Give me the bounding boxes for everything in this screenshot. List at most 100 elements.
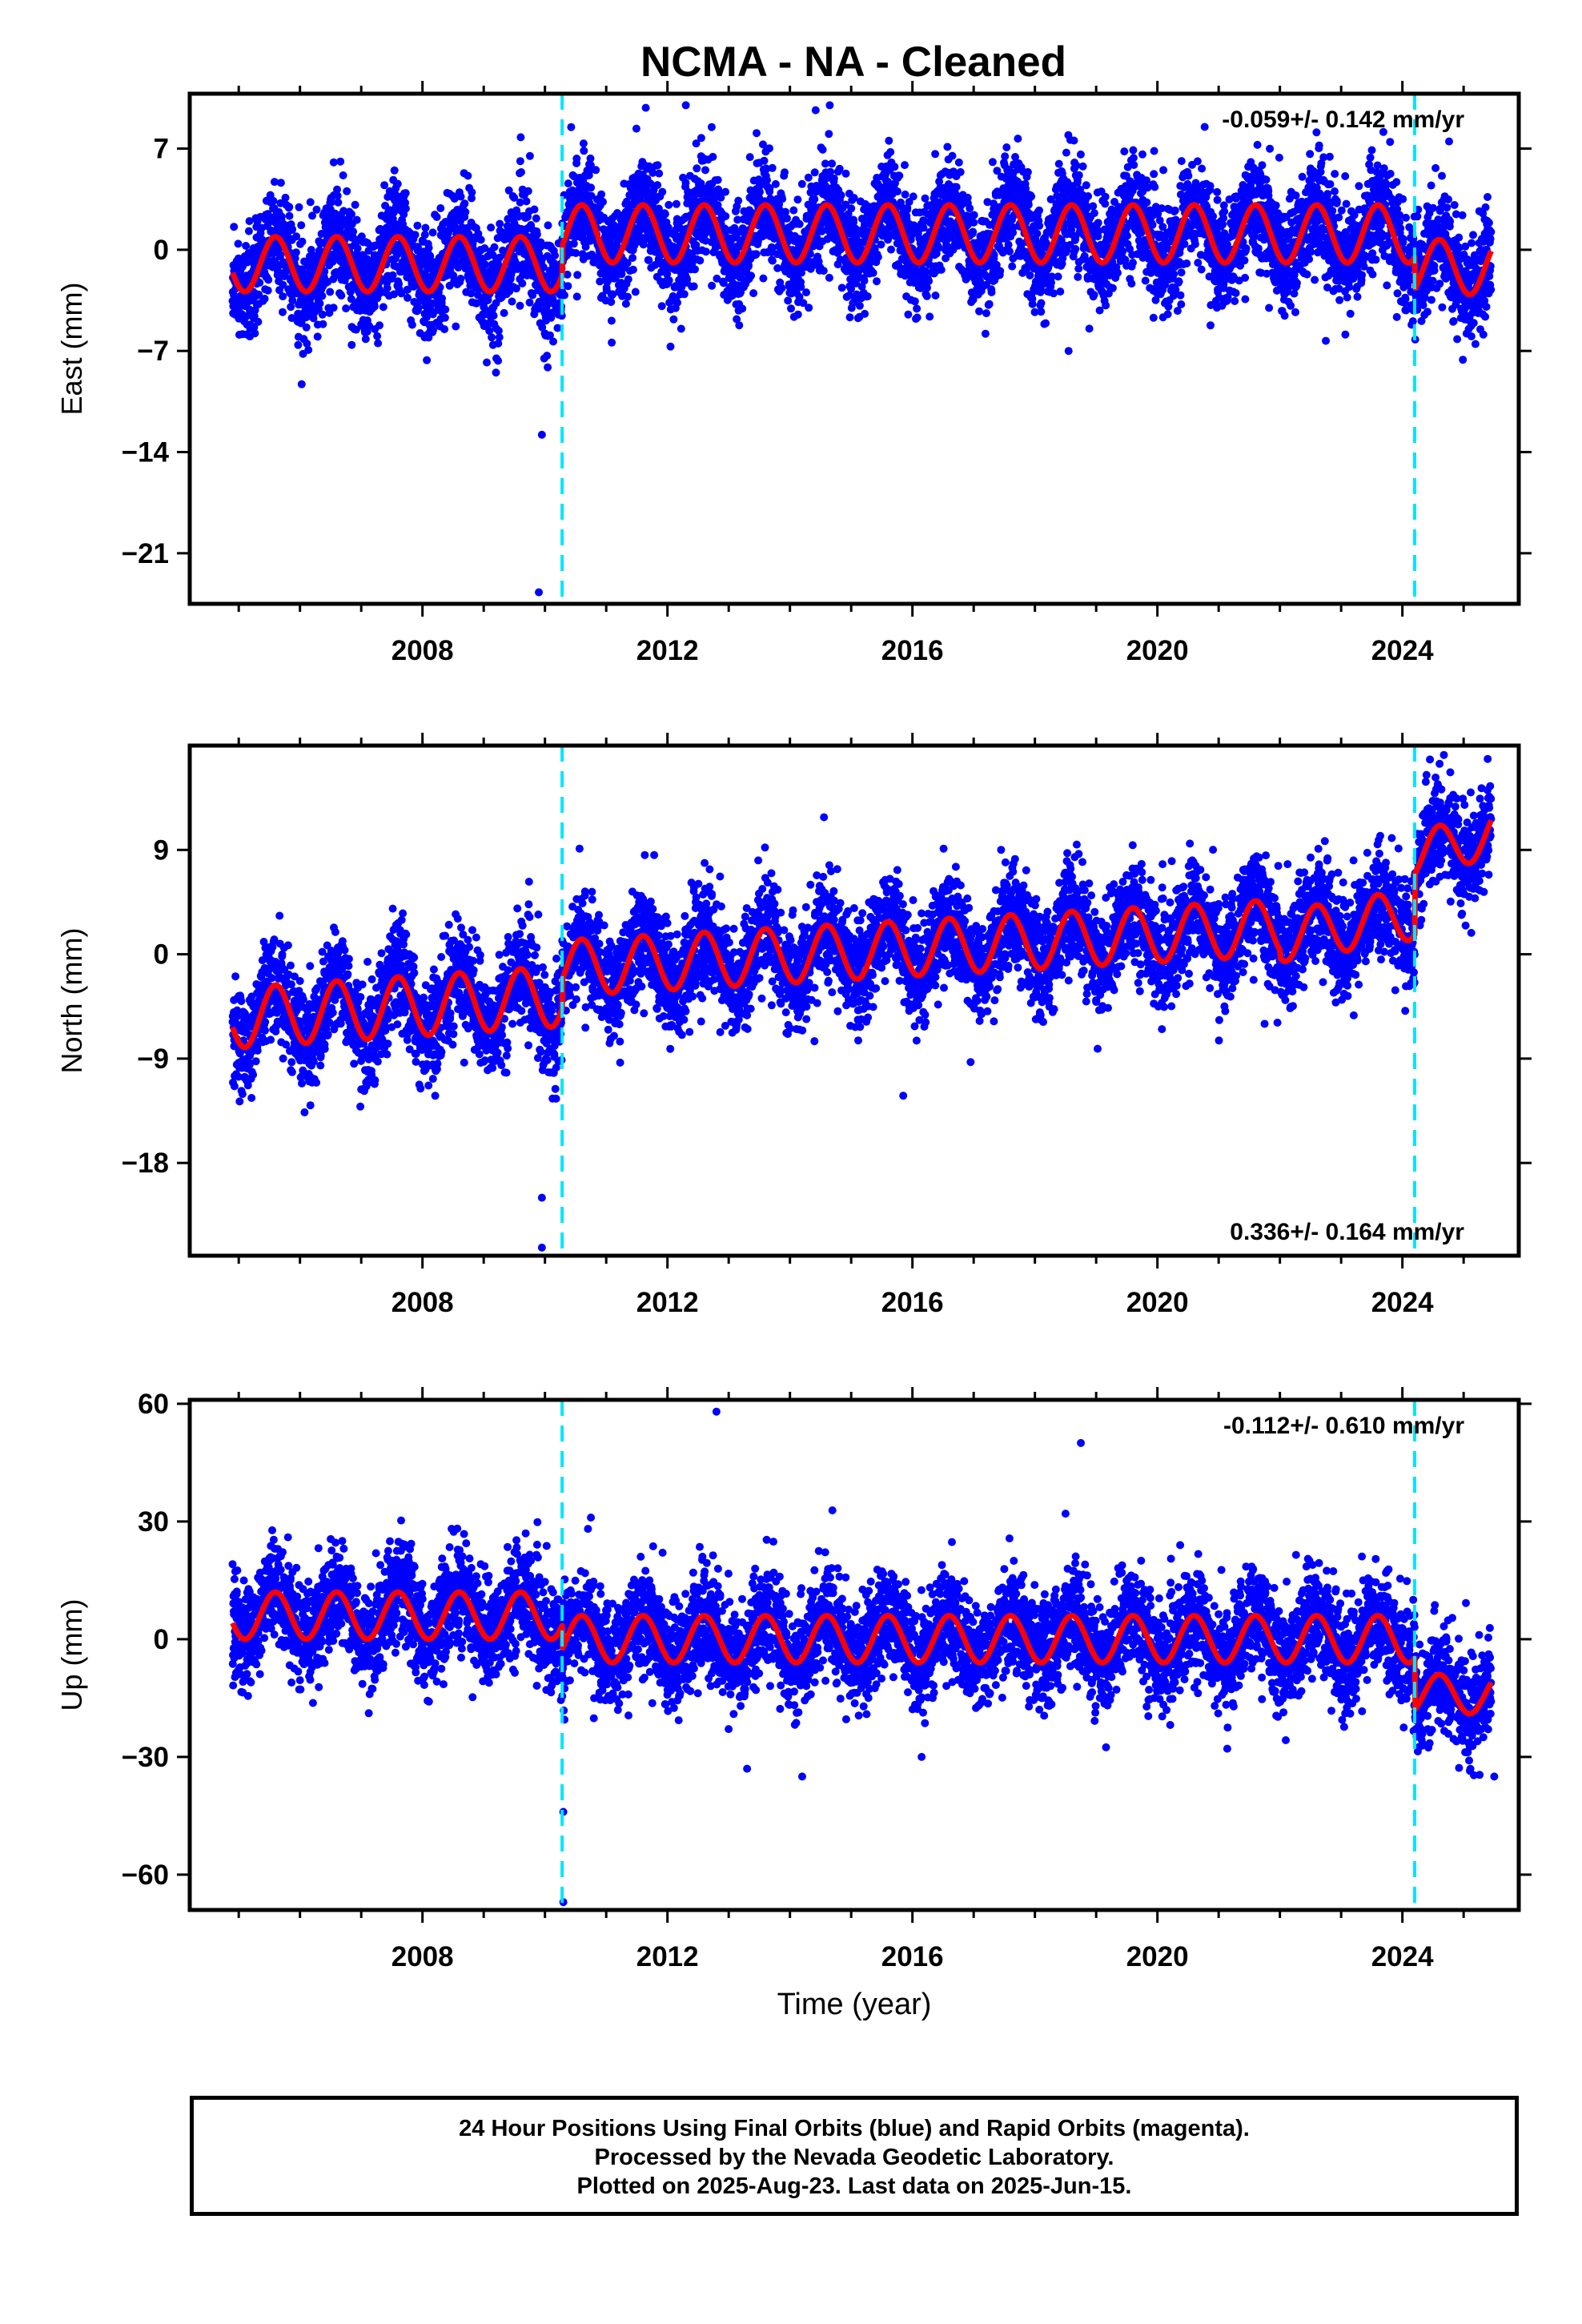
east-scatter-points [228,101,1496,597]
data-point [969,227,978,236]
data-point [291,248,300,257]
data-point [708,281,717,290]
data-point [334,198,343,207]
data-point [768,163,777,172]
data-point [298,237,307,246]
data-point [789,206,798,215]
data-point [680,290,689,299]
data-point [996,267,1005,275]
data-point [745,153,754,162]
data-point [841,169,850,178]
data-point [306,198,315,207]
data-point [361,335,370,344]
data-point [312,205,321,214]
data-point [982,309,990,318]
data-point [913,313,921,322]
data-point [1120,147,1129,156]
data-point [970,218,978,227]
data-point [926,312,934,321]
data-point [429,326,437,335]
data-point [860,276,869,285]
data-point [517,168,525,176]
data-point [1014,135,1022,143]
data-point [580,147,588,155]
data-point [1023,167,1032,176]
data-point [1082,181,1090,190]
data-point [1084,192,1093,200]
data-point [1159,166,1168,175]
data-point [952,183,961,191]
data-point [263,286,272,295]
data-point [819,267,828,275]
data-point [303,340,311,348]
data-point [404,293,412,302]
data-point [837,283,846,292]
data-point [1149,313,1158,322]
data-point [460,199,469,208]
data-point [333,191,342,200]
data-point [910,297,919,306]
data-point [1148,220,1157,229]
data-point [777,283,786,292]
data-point [329,304,338,312]
data-point [825,273,833,282]
data-point [440,313,449,322]
data-point [544,363,552,372]
data-point [802,288,810,297]
data-point [760,156,769,165]
data-point [901,161,909,170]
data-point [452,322,460,331]
data-point [784,296,793,305]
data-point [657,302,666,311]
data-point [628,265,637,274]
data-point [413,221,422,230]
data-point [763,176,771,184]
data-point [1056,287,1065,296]
data-point [285,211,294,220]
data-point [551,251,560,259]
data-point [428,228,437,237]
data-point [1129,154,1138,163]
data-point [985,300,994,308]
data-point [1028,300,1037,308]
data-point [1035,221,1044,230]
data-point [1026,271,1034,279]
data-point [607,298,616,306]
data-point [869,268,877,277]
data-point [408,320,416,329]
data-point [1042,319,1050,328]
data-point [254,317,263,326]
data-point [276,252,284,261]
data-point [632,124,640,133]
data-point [251,329,259,338]
data-point [781,168,789,177]
data-point [954,158,963,167]
data-point [315,300,324,308]
data-point [291,254,299,263]
data-point [269,196,278,205]
data-point [863,292,872,301]
data-point [319,320,327,328]
data-point [414,243,422,251]
data-point [747,271,756,280]
data-point [288,296,297,305]
data-point [456,192,465,201]
data-point [279,292,287,301]
data-point [337,292,346,300]
data-point [255,279,264,287]
data-point [873,277,881,286]
data-point [624,292,632,301]
data-point [765,144,773,153]
data-point [1033,229,1042,238]
data-point [426,251,435,260]
data-point [829,174,838,183]
data-point [1070,136,1078,145]
data-point [1150,147,1158,155]
data-point [421,223,430,232]
data-point [328,258,337,266]
data-point [925,277,934,285]
data-point [673,298,681,307]
data-point [401,189,410,198]
data-point [488,333,496,342]
